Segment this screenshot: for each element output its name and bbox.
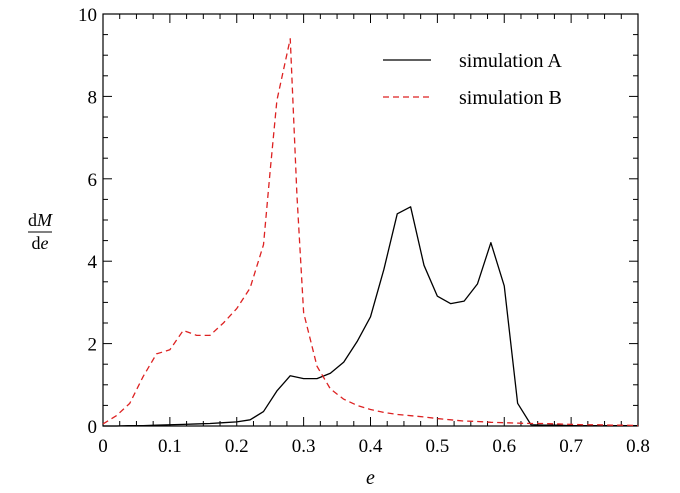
y-tick-label: 8 [88, 87, 98, 108]
legend-label-simulation-b: simulation B [459, 87, 562, 109]
x-tick-label: 0.6 [492, 436, 516, 457]
x-tick-label: 0.4 [359, 436, 383, 457]
legend-label-simulation-a: simulation A [459, 50, 562, 72]
y-label-den-var: e [41, 233, 49, 253]
x-tick-label: 0.1 [158, 436, 182, 457]
x-tick-label: 0 [98, 436, 108, 457]
plot-frame [102, 13, 639, 427]
series-layer [102, 38, 639, 427]
axis-ticks [102, 13, 639, 427]
series-line-simulation-a [103, 206, 638, 427]
x-tick-label: 0.2 [225, 436, 249, 457]
y-label-num-prefix: d [28, 210, 37, 230]
svg-text:dM: dM [28, 210, 53, 230]
legend: simulation A simulation B [383, 50, 562, 109]
svg-text:de: de [32, 233, 49, 253]
x-tick-label: 0.7 [559, 436, 583, 457]
x-tick-label: 0.8 [626, 436, 650, 457]
y-tick-label: 4 [88, 252, 98, 273]
y-label-num-var: M [36, 210, 53, 230]
axis-tick-labels: 0 0.1 0.2 0.3 0.4 0.5 0.6 0.7 0.8 0 2 4 6 8 10 [78, 5, 650, 457]
y-tick-label: 6 [88, 170, 98, 191]
series-line-simulation-b [102, 38, 639, 427]
x-tick-label: 0.3 [292, 436, 316, 457]
y-tick-label: 0 [88, 417, 98, 438]
y-tick-label: 2 [88, 335, 98, 356]
x-tick-label: 0.5 [426, 436, 450, 457]
x-axis-label: e [366, 467, 375, 489]
y-tick-label: 10 [78, 5, 97, 26]
y-axis-label: dM de [28, 210, 53, 253]
y-label-den-prefix: d [32, 233, 41, 253]
